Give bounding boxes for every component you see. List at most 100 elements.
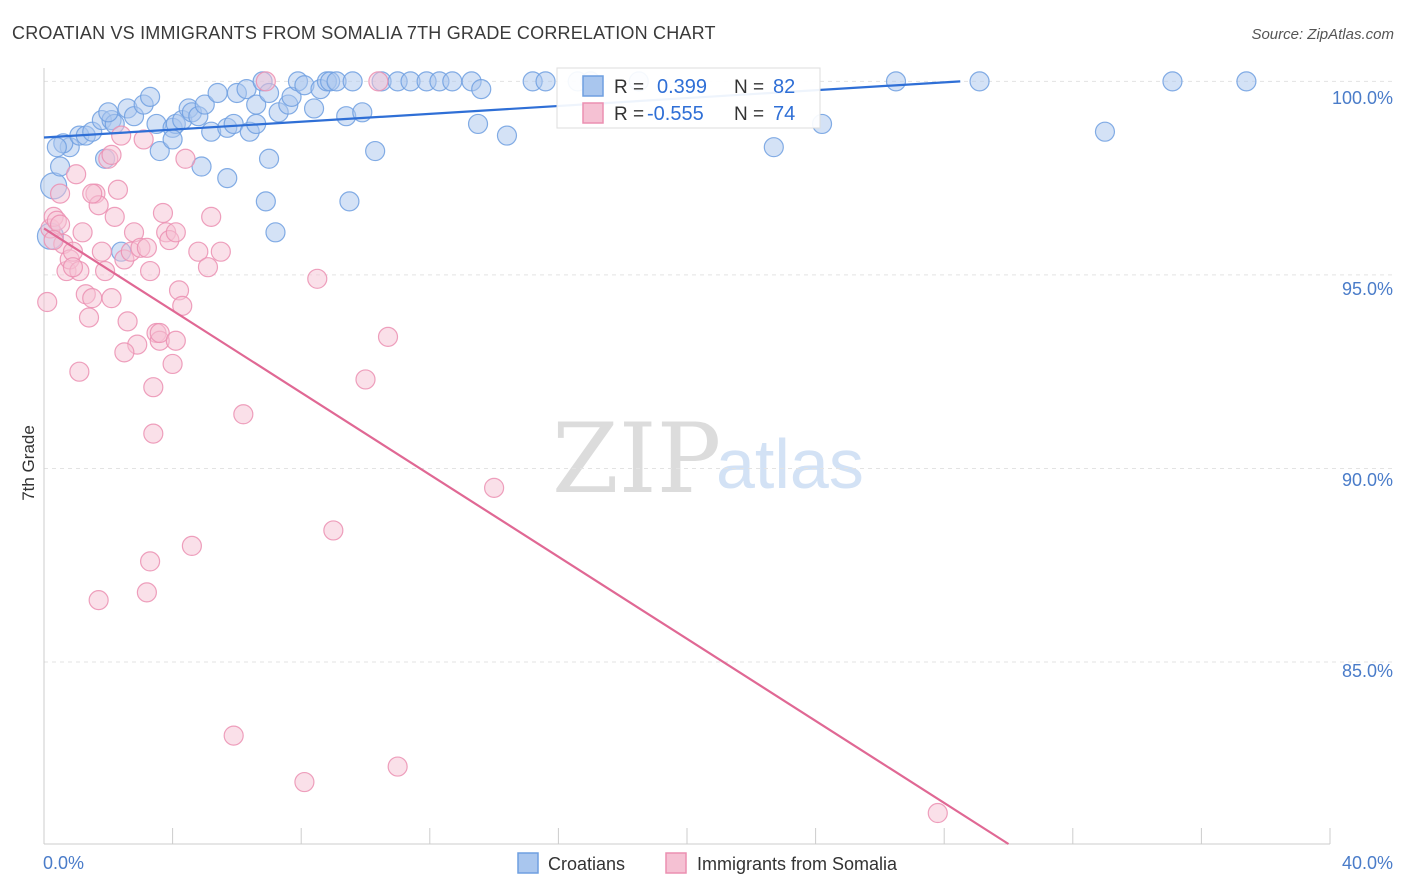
point-somalia-43 bbox=[175, 148, 196, 169]
point-croatians-52 bbox=[442, 71, 463, 92]
point-croatians-75 bbox=[258, 148, 280, 169]
point-somalia-14 bbox=[82, 288, 103, 309]
point-somalia-48 bbox=[210, 241, 231, 262]
y-tick-label-90: 90.0% bbox=[1342, 470, 1393, 490]
legend-n-label-0: N = bbox=[734, 77, 764, 98]
point-somalia-71 bbox=[149, 322, 170, 344]
point-croatians-1 bbox=[49, 156, 71, 177]
point-croatians-79 bbox=[46, 137, 67, 158]
point-somalia-13 bbox=[78, 307, 100, 328]
chart-title: CROATIAN VS IMMIGRANTS FROM SOMALIA 7TH … bbox=[12, 23, 716, 43]
point-somalia-22 bbox=[107, 179, 129, 200]
point-somalia-33 bbox=[143, 377, 164, 398]
point-croatians-13 bbox=[139, 86, 161, 107]
legend-bottom: Croatians Immigrants from Somalia bbox=[517, 852, 898, 874]
point-somalia-51 bbox=[255, 71, 276, 92]
point-croatians-77 bbox=[467, 113, 489, 135]
y-tick-label-100: 100.0% bbox=[1332, 88, 1393, 108]
point-croatians-80 bbox=[98, 102, 119, 123]
point-somalia-63 bbox=[143, 423, 164, 444]
point-somalia-64 bbox=[69, 361, 90, 382]
point-somalia-54 bbox=[323, 520, 344, 541]
point-somalia-65 bbox=[88, 590, 109, 611]
point-somalia-73 bbox=[101, 144, 122, 166]
point-somalia-46 bbox=[197, 257, 219, 278]
point-croatians-70 bbox=[162, 129, 183, 150]
point-somalia-23 bbox=[111, 125, 132, 146]
point-somalia-21 bbox=[104, 206, 125, 227]
point-croatians-28 bbox=[236, 78, 257, 100]
point-somalia-59 bbox=[484, 477, 505, 498]
point-croatians-61 bbox=[763, 137, 784, 158]
point-croatians-71 bbox=[191, 156, 212, 177]
point-somalia-47 bbox=[201, 206, 222, 227]
legend-stats-swatch-croatians bbox=[582, 75, 604, 97]
legend-n-value-0: 82 bbox=[773, 76, 795, 98]
point-somalia-55 bbox=[355, 369, 376, 390]
legend-r-value-0: 0.399 bbox=[657, 76, 707, 98]
legend-stats-swatch-somalia bbox=[582, 102, 604, 124]
point-somalia-49 bbox=[223, 725, 244, 746]
watermark-atlas: atlas bbox=[716, 425, 864, 503]
watermark-zip: ZIP bbox=[552, 403, 721, 515]
legend-swatch-somalia bbox=[665, 852, 687, 874]
series-somalia-points bbox=[37, 71, 948, 824]
legend-r-value-1: -0.555 bbox=[647, 103, 704, 125]
point-somalia-0 bbox=[37, 291, 58, 313]
axes bbox=[43, 68, 1331, 845]
legend-label-somalia: Immigrants from Somalia bbox=[697, 854, 898, 874]
point-somalia-50 bbox=[233, 404, 254, 425]
point-somalia-32 bbox=[139, 260, 161, 282]
point-croatians-54 bbox=[471, 78, 492, 100]
point-croatians-66 bbox=[1162, 71, 1183, 92]
chart-source: Source: ZipAtlas.com bbox=[1251, 26, 1394, 43]
point-somalia-18 bbox=[94, 260, 116, 282]
point-somalia-56 bbox=[368, 71, 389, 92]
legend-r-label-0: R = bbox=[614, 77, 644, 98]
point-croatians-57 bbox=[535, 71, 556, 92]
point-croatians-65 bbox=[1094, 121, 1116, 142]
point-somalia-20 bbox=[101, 288, 122, 309]
point-somalia-52 bbox=[294, 771, 315, 793]
point-croatians-76 bbox=[339, 191, 360, 212]
y-tick-labels: 100.0% 95.0% 90.0% 85.0% bbox=[1332, 88, 1393, 681]
point-somalia-60 bbox=[927, 802, 948, 824]
point-somalia-61 bbox=[136, 582, 157, 603]
point-croatians-26 bbox=[223, 113, 244, 135]
legend-stats: R = 0.399 N = 82 R = -0.555 N = 74 bbox=[556, 67, 821, 129]
point-croatians-44 bbox=[342, 71, 363, 92]
legend-n-value-1: 74 bbox=[773, 103, 795, 125]
point-somalia-53 bbox=[307, 268, 328, 289]
point-croatians-38 bbox=[303, 98, 325, 119]
point-somalia-36 bbox=[152, 202, 174, 224]
point-croatians-64 bbox=[969, 71, 990, 92]
x-tick-label-min: 0.0% bbox=[43, 853, 84, 873]
y-axis-label: 7th Grade bbox=[19, 425, 38, 501]
point-croatians-22 bbox=[194, 94, 215, 115]
point-somalia-68 bbox=[62, 257, 84, 278]
y-tick-label-85: 85.0% bbox=[1342, 661, 1393, 681]
point-somalia-30 bbox=[133, 129, 154, 150]
point-somalia-70 bbox=[114, 342, 135, 363]
point-somalia-4 bbox=[49, 183, 71, 204]
gridlines bbox=[44, 80, 1395, 663]
legend-swatch-croatians bbox=[517, 852, 539, 874]
point-croatians-46 bbox=[365, 140, 386, 162]
point-croatians-63 bbox=[885, 71, 907, 92]
point-somalia-62 bbox=[139, 551, 161, 572]
point-somalia-25 bbox=[117, 311, 138, 332]
point-somalia-57 bbox=[377, 326, 399, 347]
point-somalia-9 bbox=[66, 164, 87, 185]
point-somalia-44 bbox=[181, 535, 202, 557]
point-somalia-72 bbox=[165, 330, 186, 351]
legend-r-label-1: R = bbox=[614, 104, 644, 125]
point-croatians-72 bbox=[217, 168, 238, 189]
point-somalia-39 bbox=[162, 353, 183, 375]
point-croatians-55 bbox=[496, 125, 518, 146]
trend-line-somalia bbox=[43, 227, 1010, 845]
point-croatians-24 bbox=[207, 82, 228, 104]
y-tick-label-95: 95.0% bbox=[1342, 279, 1393, 299]
point-croatians-74 bbox=[265, 222, 286, 243]
point-somalia-40 bbox=[165, 222, 186, 243]
